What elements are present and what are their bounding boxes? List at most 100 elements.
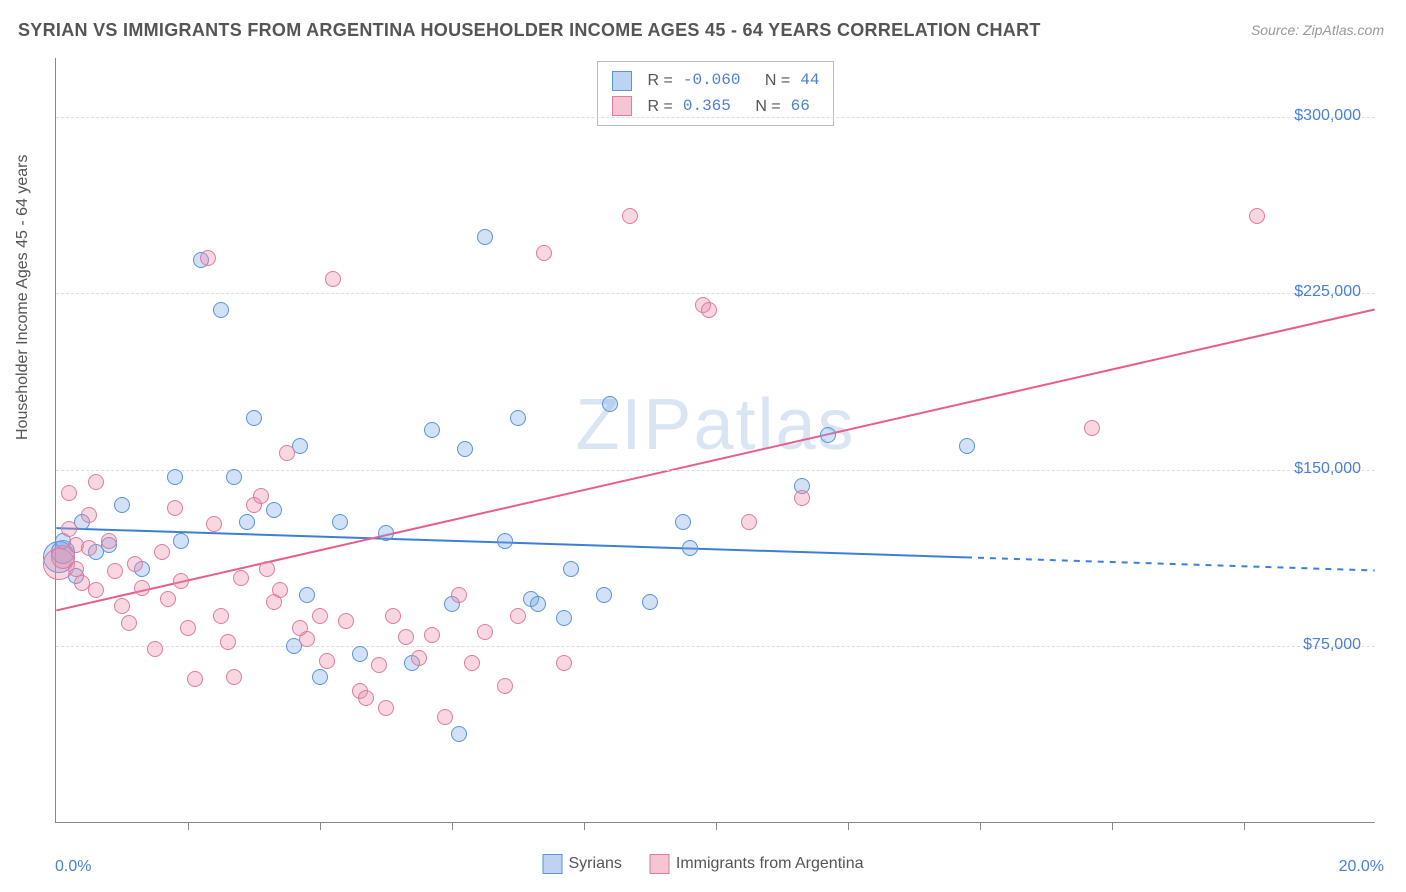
scatter-point: [253, 488, 269, 504]
scatter-point: [213, 608, 229, 624]
legend-bottom: Syrians Immigrants from Argentina: [543, 854, 864, 874]
scatter-point: [378, 700, 394, 716]
scatter-point: [332, 514, 348, 530]
scatter-point: [114, 598, 130, 614]
scatter-point: [134, 580, 150, 596]
scatter-point: [682, 540, 698, 556]
scatter-point: [675, 514, 691, 530]
scatter-point: [622, 208, 638, 224]
trend-line-solid: [56, 310, 1374, 611]
scatter-point: [371, 657, 387, 673]
n-label-a: N =: [765, 68, 790, 94]
swatch-b-icon: [650, 854, 670, 874]
grid-line: [56, 470, 1375, 471]
y-axis-title: Householder Income Ages 45 - 64 years: [14, 155, 32, 441]
scatter-point: [378, 525, 394, 541]
scatter-point: [477, 624, 493, 640]
y-tick-label: $75,000: [1303, 636, 1361, 654]
plot-area: ZIPatlas R = -0.060 N = 44 R = 0.365 N =…: [55, 58, 1375, 823]
scatter-point: [220, 634, 236, 650]
x-tick: [716, 822, 717, 830]
r-value-a: -0.060: [683, 68, 741, 94]
scatter-point: [279, 445, 295, 461]
scatter-point: [451, 587, 467, 603]
scatter-point: [167, 469, 183, 485]
x-tick: [848, 822, 849, 830]
grid-line: [56, 646, 1375, 647]
legend-a-label: Syrians: [569, 855, 622, 872]
scatter-point: [794, 490, 810, 506]
r-label-a: R =: [648, 68, 673, 94]
scatter-point: [556, 610, 572, 626]
r-value-b: 0.365: [683, 94, 731, 120]
scatter-point: [200, 250, 216, 266]
scatter-point: [266, 502, 282, 518]
scatter-point: [272, 582, 288, 598]
scatter-point: [477, 229, 493, 245]
scatter-point: [358, 690, 374, 706]
n-value-a: 44: [800, 68, 819, 94]
x-tick: [320, 822, 321, 830]
scatter-point: [510, 608, 526, 624]
legend-stats-row-a: R = -0.060 N = 44: [612, 68, 820, 94]
scatter-point: [352, 646, 368, 662]
scatter-point: [563, 561, 579, 577]
scatter-point: [233, 570, 249, 586]
scatter-point: [88, 582, 104, 598]
x-tick: [188, 822, 189, 830]
scatter-point: [424, 422, 440, 438]
scatter-point: [81, 507, 97, 523]
scatter-point: [107, 563, 123, 579]
swatch-a-icon: [543, 854, 563, 874]
n-label-b: N =: [755, 94, 780, 120]
scatter-point: [206, 516, 222, 532]
scatter-point: [187, 671, 203, 687]
legend-stats-row-b: R = 0.365 N = 66: [612, 94, 820, 120]
scatter-point: [239, 514, 255, 530]
scatter-point: [173, 573, 189, 589]
legend-item-b: Immigrants from Argentina: [650, 854, 864, 874]
scatter-point: [497, 533, 513, 549]
scatter-point: [325, 271, 341, 287]
x-tick: [1244, 822, 1245, 830]
scatter-point: [411, 650, 427, 666]
scatter-point: [167, 500, 183, 516]
scatter-point: [61, 485, 77, 501]
scatter-point: [299, 587, 315, 603]
scatter-point: [338, 613, 354, 629]
scatter-point: [464, 655, 480, 671]
scatter-point: [246, 410, 262, 426]
scatter-point: [226, 469, 242, 485]
scatter-point: [61, 521, 77, 537]
scatter-point: [820, 427, 836, 443]
x-axis-max-label: 20.0%: [1339, 858, 1384, 876]
scatter-point: [457, 441, 473, 457]
grid-line: [56, 117, 1375, 118]
scatter-point: [398, 629, 414, 645]
trend-line-dashed: [966, 557, 1375, 570]
scatter-point: [147, 641, 163, 657]
scatter-point: [437, 709, 453, 725]
scatter-point: [160, 591, 176, 607]
x-tick: [584, 822, 585, 830]
y-tick-label: $150,000: [1294, 460, 1361, 478]
swatch-b-icon: [612, 96, 632, 116]
scatter-point: [385, 608, 401, 624]
legend-b-label: Immigrants from Argentina: [676, 855, 864, 872]
scatter-point: [451, 726, 467, 742]
legend-item-a: Syrians: [543, 854, 622, 874]
scatter-point: [173, 533, 189, 549]
scatter-point: [497, 678, 513, 694]
scatter-point: [1249, 208, 1265, 224]
r-label-b: R =: [648, 94, 673, 120]
scatter-point: [319, 653, 335, 669]
scatter-point: [299, 631, 315, 647]
scatter-point: [121, 615, 137, 631]
y-tick-label: $225,000: [1294, 283, 1361, 301]
scatter-point: [114, 497, 130, 513]
y-tick-label: $300,000: [1294, 107, 1361, 125]
scatter-point: [101, 533, 117, 549]
watermark-bold: ZIP: [575, 385, 693, 465]
scatter-point: [424, 627, 440, 643]
x-tick: [452, 822, 453, 830]
